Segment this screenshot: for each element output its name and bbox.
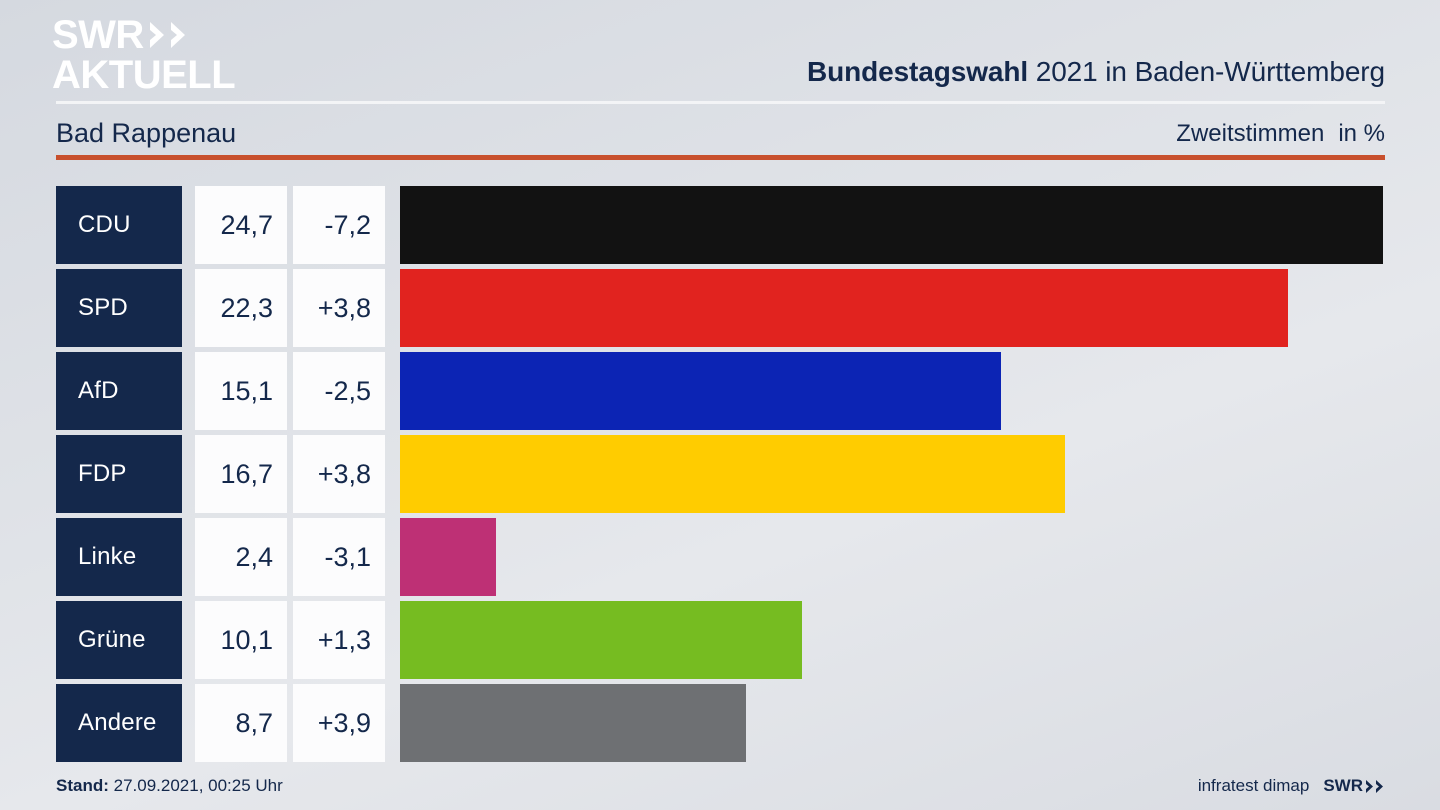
- logo-text-aktuell: AKTUELL: [52, 53, 236, 97]
- title-election-name: Bundestagswahl: [806, 56, 1029, 87]
- results-bar-chart: CDU 24,7 -7,2 SPD 22,3 +3,8 AfD 15,1 -2,5 FDP 16,7…: [0, 186, 1440, 766]
- party-label-box: Linke: [56, 518, 182, 596]
- vote-share-cell: 2,4: [195, 518, 287, 596]
- party-name: CDU: [78, 211, 131, 238]
- chart-row: FDP 16,7 +3,8: [0, 435, 1440, 513]
- vote-change-cell: +3,9: [293, 684, 385, 762]
- party-label-box: AfD: [56, 352, 182, 430]
- vote-share-cell: 22,3: [195, 269, 287, 347]
- timestamp-label: Stand:: [56, 776, 109, 795]
- party-name: Andere: [78, 709, 157, 736]
- vote-change-cell: -7,2: [293, 186, 385, 264]
- subheader: Bad Rappenau Zweitstimmen in %: [0, 104, 1440, 162]
- chart-row: Andere 8,7 +3,9: [0, 684, 1440, 762]
- vote-type-text: Zweitstimmen: [1176, 120, 1325, 147]
- chart-row: SPD 22,3 +3,8: [0, 269, 1440, 347]
- party-bar: [400, 518, 496, 596]
- accent-divider: [56, 155, 1385, 160]
- municipality-name: Bad Rappenau: [56, 118, 237, 148]
- party-label-box: Andere: [56, 684, 182, 762]
- vote-change-value: -7,2: [324, 209, 371, 240]
- vote-share-value: 2,4: [235, 541, 273, 572]
- party-label-box: CDU: [56, 186, 182, 264]
- vote-share-value: 8,7: [235, 707, 273, 738]
- timestamp: Stand: 27.09.2021, 00:25 Uhr: [56, 776, 283, 796]
- vote-change-value: -2,5: [324, 375, 371, 406]
- vote-share-cell: 10,1: [195, 601, 287, 679]
- unit-text: in %: [1338, 120, 1385, 147]
- timestamp-value: 27.09.2021, 00:25 Uhr: [108, 776, 283, 795]
- vote-change-value: +1,3: [317, 624, 371, 655]
- party-name: SPD: [78, 294, 128, 321]
- double-chevron-right-icon: [149, 20, 190, 50]
- chart-row: Linke 2,4 -3,1: [0, 518, 1440, 596]
- vote-change-value: +3,8: [317, 458, 371, 489]
- party-label-box: FDP: [56, 435, 182, 513]
- header-divider: [56, 101, 1385, 104]
- party-bar: [400, 435, 1065, 513]
- vote-share-value: 24,7: [220, 209, 273, 240]
- vote-share-value: 16,7: [220, 458, 273, 489]
- vote-type-label: Zweitstimmen in %: [1176, 120, 1385, 148]
- page-footer: Stand: 27.09.2021, 00:25 Uhr infratest d…: [0, 766, 1440, 810]
- page-header: SWR AKTUELL Bundestagswahl 2021 in Baden…: [0, 0, 1440, 104]
- vote-change-value: +3,9: [317, 707, 371, 738]
- title-year-region: 2021 in Baden-Württemberg: [1028, 56, 1385, 87]
- vote-change-value: +3,8: [317, 292, 371, 323]
- party-bar: [400, 601, 802, 679]
- vote-change-cell: -2,5: [293, 352, 385, 430]
- vote-change-cell: -3,1: [293, 518, 385, 596]
- double-chevron-right-icon: [1366, 779, 1385, 794]
- vote-change-value: -3,1: [324, 541, 371, 572]
- attribution: infratest dimap SWR: [1198, 776, 1385, 796]
- vote-share-value: 22,3: [220, 292, 273, 323]
- chart-row: Grüne 10,1 +1,3: [0, 601, 1440, 679]
- vote-share-cell: 8,7: [195, 684, 287, 762]
- party-bar: [400, 684, 746, 762]
- party-name: AfD: [78, 377, 119, 404]
- party-bar: [400, 186, 1383, 264]
- party-bar: [400, 269, 1288, 347]
- vote-share-cell: 16,7: [195, 435, 287, 513]
- vote-change-cell: +1,3: [293, 601, 385, 679]
- vote-share-cell: 24,7: [195, 186, 287, 264]
- page-title: Bundestagswahl 2021 in Baden-Württemberg: [807, 56, 1385, 88]
- chart-row: CDU 24,7 -7,2: [0, 186, 1440, 264]
- party-bar: [400, 352, 1001, 430]
- party-name: Grüne: [78, 626, 146, 653]
- party-name: Linke: [78, 543, 137, 570]
- vote-share-value: 10,1: [220, 624, 273, 655]
- vote-share-cell: 15,1: [195, 352, 287, 430]
- vote-change-cell: +3,8: [293, 435, 385, 513]
- vote-share-value: 15,1: [220, 375, 273, 406]
- swr-aktuell-logo: SWR AKTUELL: [52, 13, 282, 97]
- broadcaster-text: SWR: [1323, 776, 1363, 795]
- party-name: FDP: [78, 460, 127, 487]
- party-label-box: Grüne: [56, 601, 182, 679]
- source-institute: infratest dimap: [1197, 776, 1310, 795]
- party-label-box: SPD: [56, 269, 182, 347]
- logo-line-aktuell: AKTUELL: [52, 53, 282, 97]
- vote-change-cell: +3,8: [293, 269, 385, 347]
- logo-line-swr: SWR: [52, 13, 282, 57]
- chart-row: AfD 15,1 -2,5: [0, 352, 1440, 430]
- logo-text-swr: SWR: [52, 13, 144, 57]
- broadcaster-logo: SWR: [1323, 776, 1385, 796]
